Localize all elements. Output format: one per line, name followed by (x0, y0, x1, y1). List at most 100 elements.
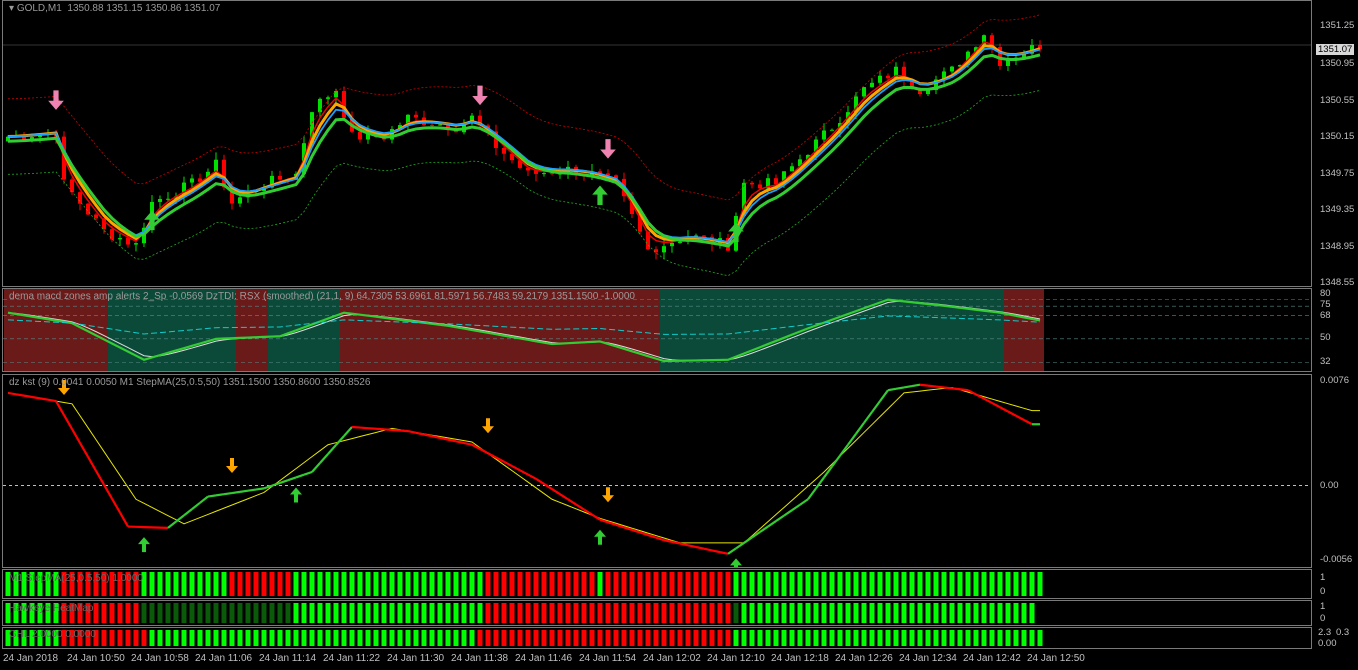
heatmap-bar (429, 603, 435, 623)
kst-segment (783, 509, 793, 517)
heatmap-bar (933, 603, 939, 623)
kst-segment (23, 394, 33, 399)
heatmap-bar (677, 603, 683, 623)
candle-body (662, 246, 666, 253)
kst-segment (71, 428, 81, 444)
price-axis: 1351.25 1350.95 1350.55 1350.15 1349.75 1349.… (1314, 0, 1358, 288)
heatmap-pane[interactable]: Hawkeye HeatMap (2, 600, 1312, 626)
stepma-bar (661, 572, 667, 596)
candle-body (878, 75, 882, 83)
buy-arrow-icon (728, 222, 744, 242)
ghl-bar (493, 630, 499, 646)
orange-ma-line (7, 44, 1041, 245)
heatmap-bar (869, 603, 875, 623)
kst-segment (583, 508, 593, 516)
kst-down-arrow-icon (226, 458, 238, 474)
heatmap-bar (805, 603, 811, 623)
candle-body (190, 178, 194, 183)
heatmap-bar (733, 603, 739, 623)
heatmap-bar (125, 603, 131, 623)
stepma-bar (581, 572, 587, 596)
ghl-bar (1021, 630, 1027, 646)
kst-segment (295, 473, 305, 479)
heatmap-bar (877, 603, 883, 623)
ghl-bar (357, 630, 363, 646)
kst-segment (911, 383, 921, 388)
ghl-bar (845, 630, 851, 646)
stepma-bar (101, 572, 107, 596)
upper-band (7, 14, 1041, 201)
ghl-pane[interactable]: GHL 2.0000 0.0000 (2, 627, 1312, 649)
rsx-zone (660, 289, 780, 371)
stepma-bar (437, 572, 443, 596)
kst-segment (615, 523, 625, 529)
ghl-bar (469, 630, 475, 646)
kst-segment (487, 452, 497, 459)
stepma-bar (877, 572, 883, 596)
main-price-pane[interactable]: ▾ GOLD,M1 1350.88 1351.15 1350.86 1351.0… (2, 0, 1312, 287)
rsx-pane[interactable]: dema macd zones amp alerts 2_Sp -0.0569 … (2, 288, 1312, 372)
stepma-bar (117, 572, 123, 596)
candle-body (390, 129, 394, 140)
candle-body (86, 203, 90, 215)
candle-body (502, 147, 506, 154)
stepma-pane[interactable]: M1 StepMA(25,0.5,50) 1.0000 (2, 569, 1312, 599)
stepma-bar (949, 572, 955, 596)
ghl-bar (685, 630, 691, 646)
stepma-bar (589, 572, 595, 596)
kst-segment (287, 476, 297, 482)
stepma-bar (525, 572, 531, 596)
ghl-bar (309, 630, 315, 646)
candle-body (134, 243, 138, 245)
ghl-bar (613, 630, 619, 646)
ghl-bar (45, 630, 51, 646)
kst-segment (207, 494, 217, 498)
heatmap-bar (437, 603, 443, 623)
heatmap-bar (485, 603, 491, 623)
ghl-bar (501, 630, 507, 646)
kst-pane[interactable]: dz kst (9) 0.0041 0.0050 M1 StepMA(25,0.… (2, 374, 1312, 568)
axis-tick: 32 (1320, 356, 1331, 367)
candle-body (110, 229, 114, 240)
heatmap-bar (549, 603, 555, 623)
kst-segment (775, 514, 785, 522)
rsx-band-line (7, 315, 1041, 335)
stepma-bar (621, 572, 627, 596)
heatmap-bar (837, 603, 843, 623)
ghl-bar (853, 630, 859, 646)
candle-body (438, 124, 442, 126)
ghl-bar (741, 630, 747, 646)
time-tick: 24 Jan 11:38 (451, 653, 509, 664)
ghl-bar (221, 630, 227, 646)
ghl-bar (909, 630, 915, 646)
axis-tick: 0.00 (1318, 638, 1337, 649)
stepma-bar (269, 572, 275, 596)
time-tick: 24 Jan 12:50 (1027, 653, 1085, 664)
axis-tick: 1351.25 (1320, 20, 1355, 31)
ghl-bar (597, 630, 603, 646)
stepma-bar (173, 572, 179, 596)
candle-body (750, 182, 754, 185)
stepma-bar (533, 572, 539, 596)
candle-body (510, 153, 514, 161)
kst-segment (335, 435, 345, 446)
candle-body (830, 129, 834, 131)
stepma-bar (1005, 572, 1011, 596)
stepma-bar (21, 572, 27, 596)
stepma-bar (453, 572, 459, 596)
stepma-bar (637, 572, 643, 596)
stepma-bar (325, 572, 331, 596)
ghl-bar (605, 630, 611, 646)
candle-body (854, 96, 858, 113)
stepma-bar (677, 572, 683, 596)
ghl-bar (85, 630, 91, 646)
candle-body (270, 175, 274, 188)
candle-body (1006, 59, 1010, 66)
ghl-bar (37, 630, 43, 646)
stepma-bar (493, 572, 499, 596)
blue-ma-line (7, 47, 1041, 243)
stepma-bar (413, 572, 419, 596)
axis-tick: 0.00 (1320, 479, 1339, 491)
ghl-bar (301, 630, 307, 646)
stepma-bar (197, 572, 203, 596)
